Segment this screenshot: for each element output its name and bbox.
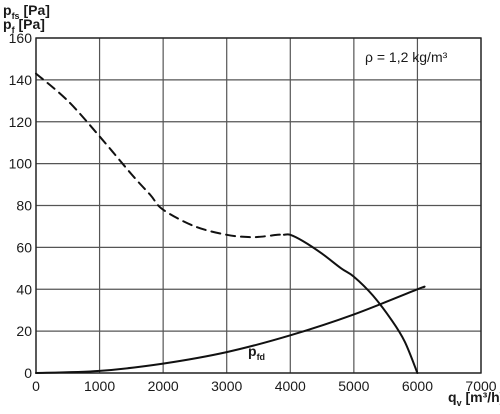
x-axis-label: qv [m³/h] — [448, 389, 500, 408]
x-tick-label: 4000 — [275, 378, 306, 394]
air-density-annotation: ρ = 1,2 kg/m³ — [365, 49, 448, 65]
x-tick-label: 3000 — [211, 378, 242, 394]
y-axis-label-bottom: pf [Pa] — [3, 16, 45, 35]
y-tick-label: 40 — [16, 281, 32, 297]
y-tick-label: 60 — [16, 239, 32, 255]
y-tick-label: 20 — [16, 323, 32, 339]
x-tick-label: 5000 — [338, 378, 369, 394]
fan-static-pressure-dashed — [35, 72, 285, 239]
x-tick-label: 1000 — [84, 378, 115, 394]
fan-static-pressure-solid — [282, 233, 419, 374]
y-tick-label: 140 — [9, 72, 33, 88]
y-tick-label: 120 — [9, 114, 33, 130]
curves — [35, 72, 426, 374]
series-label-pfd: pfd — [248, 343, 265, 362]
y-tick-label: 100 — [9, 156, 33, 172]
dynamic-pressure-curve — [35, 285, 426, 374]
tick-labels: 0 1000 2000 3000 4000 5000 6000 7000 0 20 40 60 80 10… — [9, 30, 497, 394]
x-tick-label: 0 — [32, 378, 40, 394]
plot-frame — [35, 37, 482, 374]
x-tick-label: 2000 — [148, 378, 179, 394]
y-tick-label: 80 — [16, 198, 32, 214]
y-axis-label-top: pfs [Pa] — [3, 2, 50, 21]
y-tick-label: 160 — [9, 30, 33, 46]
y-tick-label: 0 — [24, 365, 32, 381]
grid — [35, 37, 482, 374]
x-tick-label: 6000 — [402, 378, 433, 394]
x-tick-label: 7000 — [465, 378, 496, 394]
